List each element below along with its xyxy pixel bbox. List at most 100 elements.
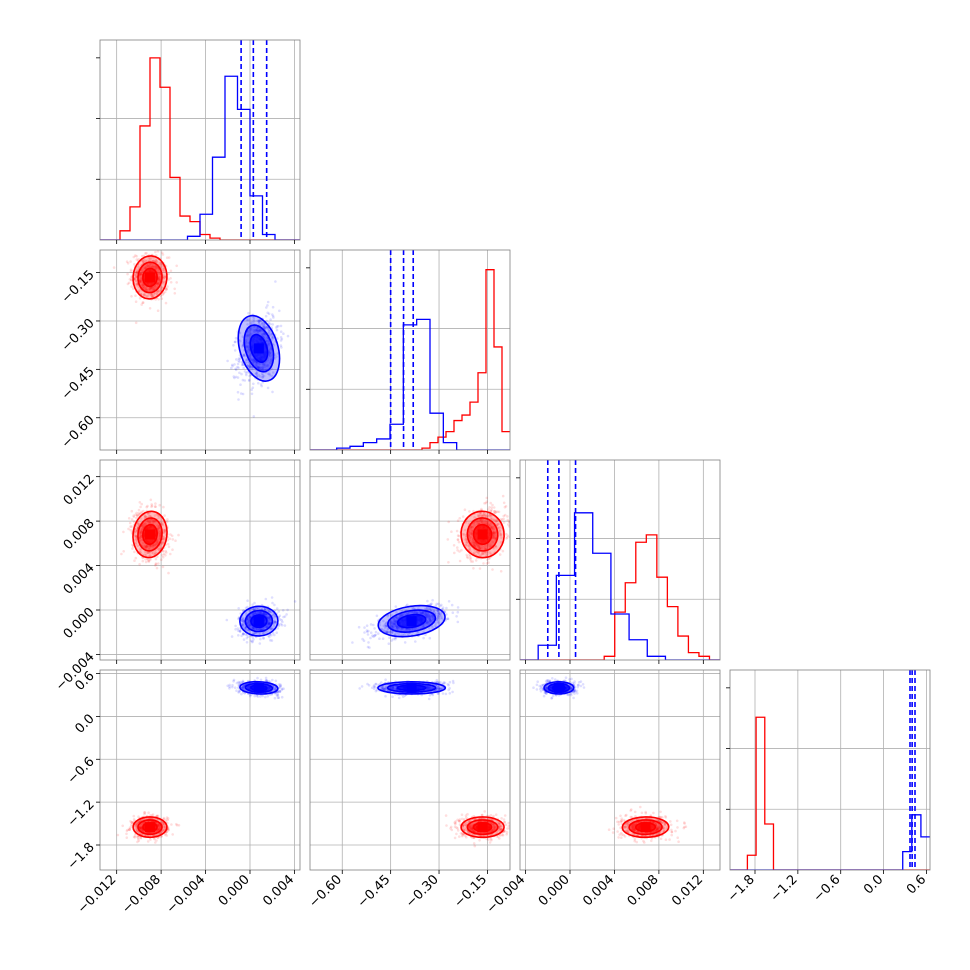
scatter-point — [162, 822, 165, 826]
scatter-point — [269, 347, 272, 351]
scatter-point — [252, 361, 255, 365]
scatter-point — [456, 534, 460, 537]
scatter-point — [475, 544, 479, 547]
scatter-point — [436, 609, 439, 612]
scatter-point — [260, 323, 263, 327]
scatter-point — [494, 531, 498, 534]
scatter-point — [277, 610, 281, 613]
panel-frame — [99, 39, 301, 241]
scatter-point — [230, 635, 234, 638]
scatter-point — [262, 374, 266, 378]
scatter-point — [252, 316, 256, 319]
scatter-point — [259, 375, 262, 378]
scatter-point — [477, 513, 480, 517]
scatter-point — [420, 611, 423, 615]
y-tick-label: −0.60 — [59, 413, 98, 452]
scatter-point — [156, 290, 159, 293]
scatter-point — [431, 618, 435, 622]
scatter-point — [366, 645, 370, 649]
scatter-point — [273, 620, 277, 624]
scatter-point — [245, 345, 248, 349]
scatter-point — [392, 619, 396, 623]
scatter-point — [485, 562, 489, 565]
scatter-point — [464, 538, 467, 541]
scatter-point — [242, 366, 245, 370]
scatter-point — [148, 264, 152, 268]
scatter-point — [160, 297, 164, 301]
scatter-point — [391, 624, 394, 627]
scatter-point — [499, 533, 502, 536]
scatter-point — [135, 541, 138, 544]
scatter-point — [138, 288, 142, 291]
scatter-point — [490, 506, 494, 509]
scatter-point — [250, 388, 253, 392]
scatter-point — [133, 530, 137, 534]
scatter-point — [242, 632, 245, 636]
scatter-point — [147, 512, 150, 516]
scatter-point — [245, 641, 249, 644]
scatter-point — [153, 286, 156, 290]
scatter-point — [144, 515, 147, 518]
scatter-point — [130, 823, 133, 827]
scatter-point — [252, 382, 255, 386]
scatter-point — [157, 547, 160, 550]
scatter-point — [268, 333, 272, 336]
scatter-point — [175, 264, 178, 268]
scatter-point — [137, 522, 141, 526]
scatter-point — [257, 319, 261, 323]
scatter-point — [126, 282, 130, 286]
scatter-point — [135, 276, 138, 279]
scatter-point — [267, 328, 271, 332]
scatter-point — [231, 364, 234, 368]
scatter-point — [128, 521, 132, 525]
scatter-point — [139, 280, 142, 283]
scatter-point — [154, 564, 157, 567]
scatter-point — [481, 518, 485, 522]
scatter-point — [436, 610, 440, 613]
scatter-point — [479, 546, 482, 549]
scatter-point — [428, 636, 432, 640]
scatter-point — [157, 298, 160, 301]
scatter-point — [236, 362, 240, 366]
scatter-point — [439, 617, 443, 620]
scatter-point — [256, 330, 260, 333]
scatter-point — [150, 265, 154, 269]
scatter-point — [145, 551, 149, 555]
scatter-point — [431, 598, 434, 602]
scatter-point — [487, 557, 491, 561]
scatter-point — [486, 522, 490, 526]
scatter-point — [128, 278, 132, 281]
scatter-point — [139, 272, 143, 276]
scatter-point — [137, 837, 140, 841]
scatter-point — [397, 632, 401, 636]
scatter-point — [145, 288, 148, 291]
scatter-point — [425, 613, 429, 617]
scatter-point — [155, 292, 159, 296]
scatter-point — [488, 544, 491, 548]
scatter-point — [472, 542, 475, 545]
scatter-point — [426, 612, 430, 615]
scatter-point — [485, 554, 488, 557]
scatter-point — [492, 535, 495, 539]
scatter-point — [161, 540, 165, 544]
scatter-point — [498, 526, 502, 529]
scatter-point — [424, 612, 427, 616]
scatter-point — [137, 290, 141, 293]
scatter-point — [279, 336, 283, 339]
scatter-point — [243, 626, 247, 630]
scatter-point — [382, 624, 386, 628]
scatter-point — [398, 614, 402, 618]
scatter-point — [485, 520, 489, 524]
scatter-point — [475, 543, 479, 546]
scatter-point — [149, 814, 152, 817]
scatter-point — [431, 624, 434, 628]
scatter-point — [492, 536, 496, 540]
scatter-point — [166, 285, 169, 288]
scatter-point — [492, 532, 495, 536]
scatter-point — [491, 527, 495, 531]
scatter-point — [139, 277, 143, 280]
scatter-point — [145, 289, 148, 292]
scatter-point — [163, 280, 166, 284]
scatter-point — [491, 536, 495, 539]
